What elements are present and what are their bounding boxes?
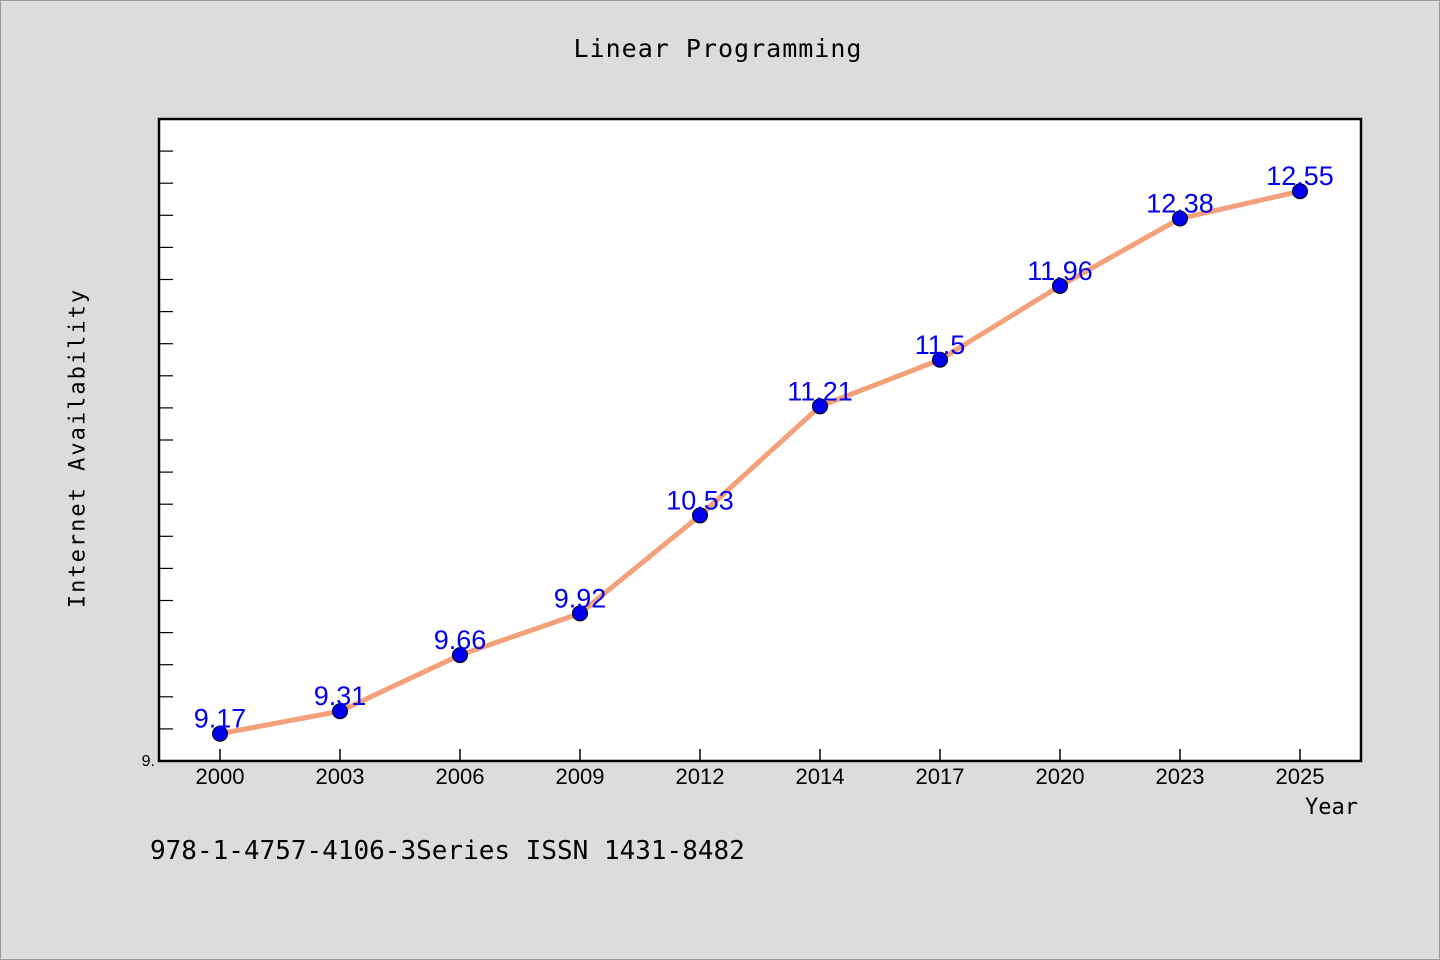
data-point-marker — [1292, 183, 1308, 200]
series-markers — [212, 183, 1308, 742]
data-label: 9.17 — [194, 704, 247, 734]
data-label: 9.92 — [554, 583, 607, 613]
data-point-marker — [1172, 210, 1188, 227]
data-label: 11.5 — [915, 330, 966, 360]
x-tick-label: 2020 — [1036, 764, 1085, 789]
plot-area — [157, 117, 1363, 763]
data-label: 11.21 — [787, 376, 853, 406]
x-tick-label: 2017 — [916, 764, 965, 789]
chart-title: Linear Programming — [573, 34, 863, 63]
x-tick-label: 2025 — [1276, 764, 1325, 789]
footnote: 978-1-4757-4106-3Series ISSN 1431-8482 — [150, 836, 745, 866]
data-point-marker — [1052, 277, 1068, 294]
data-label: 12.55 — [1266, 161, 1334, 191]
x-axis-title: Year — [1305, 795, 1358, 820]
x-tick-label: 2023 — [1156, 764, 1205, 789]
data-label: 9.31 — [314, 681, 367, 711]
data-point-marker — [692, 507, 708, 524]
x-tick-label: 2009 — [556, 764, 605, 789]
data-point-marker — [932, 351, 948, 368]
y-minor-ticks: 9. — [142, 150, 173, 770]
data-labels: 9.17 9.31 9.66 9.92 10.53 11.21 11.5 11.96 12.38… — [194, 161, 1334, 733]
data-label: 12.38 — [1146, 189, 1214, 219]
data-label: 9.66 — [434, 625, 487, 655]
data-point-marker — [572, 605, 588, 622]
x-tick-label: 2006 — [436, 764, 485, 789]
x-ticks: 2000 2003 2006 2009 2012 2014 2017 2020 2023 2025 — [196, 749, 1325, 789]
y-tick-label: 9. — [142, 753, 155, 770]
x-tick-label: 2012 — [676, 764, 725, 789]
data-point-marker — [332, 703, 348, 720]
x-tick-label: 2014 — [796, 764, 845, 789]
data-point-marker — [452, 647, 468, 664]
x-tick-label: 2000 — [196, 764, 245, 789]
data-point-marker — [212, 725, 228, 742]
x-tick-label: 2003 — [316, 764, 365, 789]
data-label: 10.53 — [666, 485, 734, 515]
data-label: 11.96 — [1027, 256, 1093, 286]
series-line — [217, 188, 1303, 737]
data-point-marker — [812, 398, 828, 415]
